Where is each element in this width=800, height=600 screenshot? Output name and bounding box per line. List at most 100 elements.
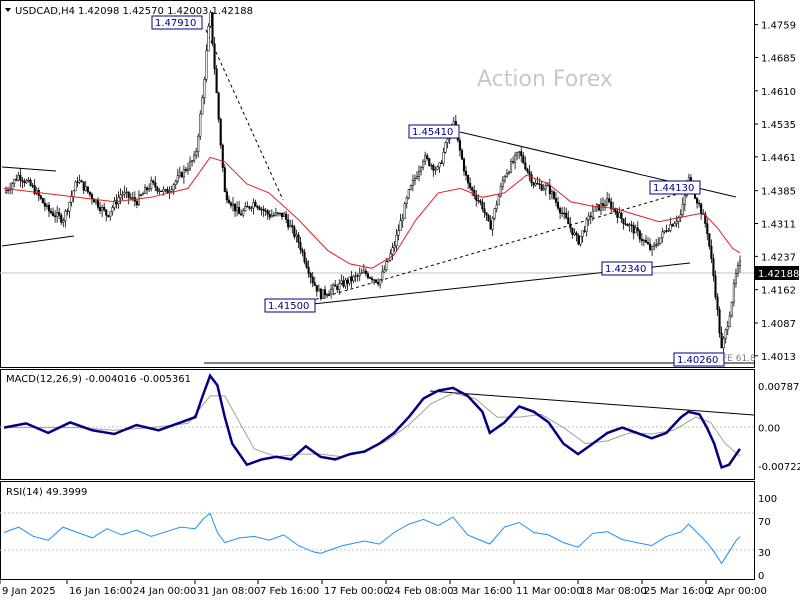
candle bbox=[403, 201, 406, 219]
candle bbox=[401, 213, 404, 228]
macd-line bbox=[3, 373, 742, 470]
candle bbox=[438, 162, 441, 173]
candle bbox=[305, 257, 308, 269]
candle bbox=[720, 326, 723, 349]
candle bbox=[64, 209, 67, 228]
candle bbox=[483, 202, 486, 218]
candle bbox=[325, 292, 329, 299]
candle bbox=[338, 279, 341, 295]
candle bbox=[211, 12, 214, 47]
candle bbox=[368, 276, 372, 280]
candle bbox=[336, 283, 339, 294]
macd-trendline[interactable] bbox=[429, 390, 755, 416]
candle bbox=[440, 159, 443, 164]
price-candles bbox=[4, 10, 742, 353]
candle bbox=[413, 174, 416, 186]
trendline-left-upper[interactable] bbox=[1, 166, 57, 172]
candle bbox=[730, 301, 733, 318]
candle bbox=[82, 181, 85, 195]
rsi-tick-label: 30 bbox=[758, 548, 771, 559]
candle bbox=[714, 270, 717, 300]
macd-tick-label: 0.00 bbox=[758, 424, 780, 435]
candle bbox=[330, 284, 333, 299]
watermark: Action Forex bbox=[477, 67, 613, 92]
candle bbox=[238, 200, 241, 215]
candle bbox=[561, 207, 564, 218]
label-1.45410: 1.45410 bbox=[412, 127, 453, 138]
candle bbox=[180, 171, 183, 178]
candle bbox=[616, 208, 619, 224]
candle bbox=[395, 228, 398, 251]
candle bbox=[736, 261, 740, 278]
candle bbox=[295, 229, 298, 243]
time-tick-label: 18 Mar 08:00 bbox=[580, 586, 647, 597]
candle bbox=[630, 220, 633, 233]
candle bbox=[636, 221, 639, 237]
price-annotations: 1.47910 1.45410 1.44130 1.42340 1.41500 … bbox=[151, 15, 756, 367]
candle bbox=[665, 224, 668, 233]
candle bbox=[518, 151, 521, 159]
macd-label: MACD(12,26,9) -0.004016 -0.005361 bbox=[6, 374, 191, 385]
candle bbox=[407, 188, 410, 200]
candle bbox=[534, 179, 537, 187]
label-1.44130: 1.44130 bbox=[653, 183, 694, 194]
trendline-left-lower[interactable] bbox=[1, 235, 75, 247]
price-tick-label: 1.4610 bbox=[761, 87, 796, 98]
candle bbox=[250, 206, 253, 212]
candle bbox=[121, 190, 124, 201]
candle bbox=[76, 176, 79, 188]
candle bbox=[11, 181, 14, 195]
candle bbox=[718, 306, 721, 338]
trendline-dashed-down[interactable] bbox=[205, 29, 284, 201]
candle bbox=[532, 181, 535, 189]
candle bbox=[86, 186, 89, 194]
candle bbox=[655, 238, 658, 249]
candle bbox=[160, 190, 163, 192]
candle bbox=[19, 168, 22, 188]
candle bbox=[285, 210, 288, 224]
candle bbox=[360, 268, 363, 274]
candle bbox=[350, 270, 353, 288]
candle bbox=[227, 195, 230, 204]
candle bbox=[501, 175, 504, 191]
dropdown-triangle-icon[interactable] bbox=[5, 8, 11, 12]
candle bbox=[579, 236, 582, 247]
candle bbox=[391, 242, 394, 261]
current-price-text: 1.42188 bbox=[758, 269, 799, 280]
macd-tick-label: -0.007229 bbox=[758, 462, 800, 473]
candle bbox=[601, 197, 605, 211]
time-tick-label: 31 Jan 08:00 bbox=[197, 586, 260, 597]
trendline-dashed-up[interactable] bbox=[309, 187, 699, 302]
candle bbox=[272, 212, 275, 217]
candle bbox=[698, 199, 701, 208]
candle bbox=[299, 236, 302, 254]
candle bbox=[176, 168, 179, 184]
candle bbox=[254, 199, 257, 207]
time-tick-label: 9 Jan 2025 bbox=[2, 586, 56, 597]
candle bbox=[99, 201, 102, 214]
candle bbox=[88, 191, 91, 197]
candle bbox=[101, 204, 104, 218]
candle bbox=[622, 218, 625, 230]
candle bbox=[495, 200, 498, 213]
candle bbox=[675, 215, 678, 228]
candle bbox=[221, 143, 224, 172]
candle bbox=[280, 212, 284, 221]
time-tick-label: 24 Feb 08:00 bbox=[388, 586, 454, 597]
candle bbox=[646, 236, 650, 245]
candle bbox=[27, 176, 30, 183]
candle bbox=[107, 214, 110, 218]
candle bbox=[409, 184, 412, 191]
candle bbox=[293, 224, 296, 240]
candle bbox=[366, 271, 369, 280]
candle bbox=[358, 267, 361, 282]
time-tick-label: 25 Mar 16:00 bbox=[644, 586, 711, 597]
rsi-label: RSI(14) 49.3999 bbox=[6, 487, 87, 498]
moving-average-line bbox=[3, 156, 741, 269]
candle bbox=[661, 227, 664, 243]
time-tick-label: 16 Jan 16:00 bbox=[69, 586, 132, 597]
candle bbox=[411, 174, 414, 192]
time-tick-label: 7 Feb 16:00 bbox=[260, 586, 319, 597]
candle bbox=[497, 193, 500, 206]
